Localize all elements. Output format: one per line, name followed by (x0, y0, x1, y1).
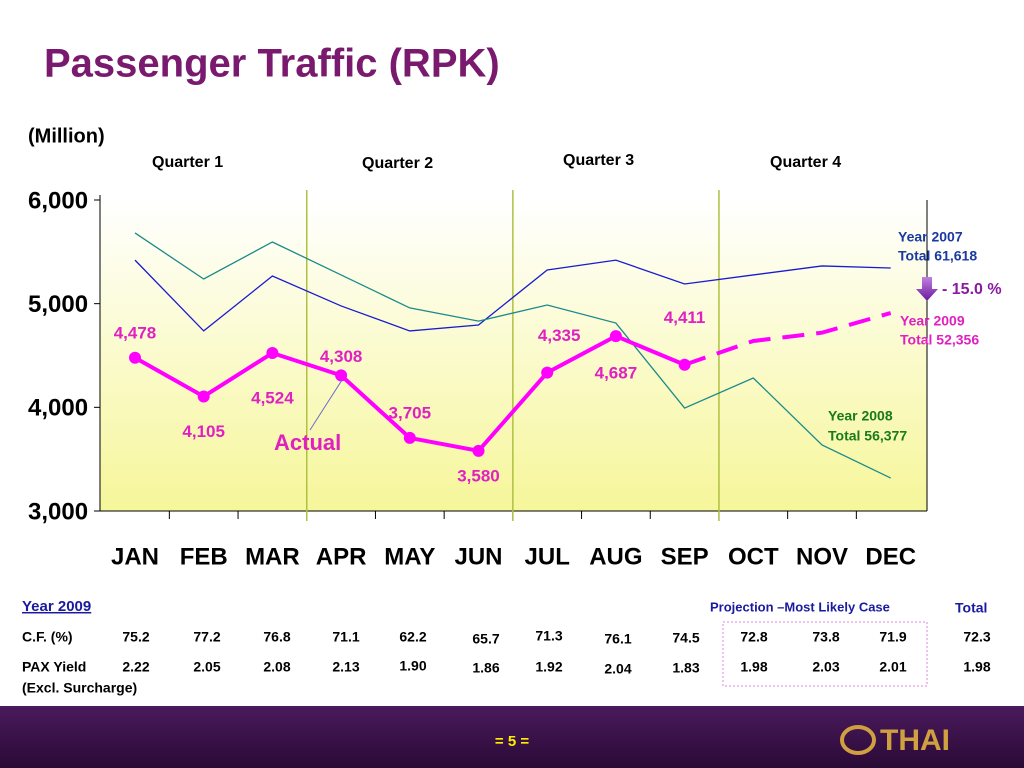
annotation: Total 52,356 (900, 332, 979, 348)
total-label: Total (955, 600, 987, 616)
annotation: Year 2008 (828, 408, 893, 424)
logo-icon (840, 725, 876, 755)
x-tick-label: NOV (796, 543, 848, 570)
cell: 76.8 (263, 629, 290, 645)
cell: 1.98 (963, 659, 990, 675)
row-label: PAX Yield (22, 659, 86, 675)
cell: 1.83 (672, 660, 699, 676)
cell: 65.7 (472, 631, 499, 647)
cell: 2.03 (812, 659, 839, 675)
series-line (683, 311, 892, 367)
cell: 1.92 (535, 659, 562, 675)
cell: 73.8 (812, 629, 839, 645)
y-tick-label: 3,000 (28, 498, 88, 525)
cell: 2.05 (193, 659, 220, 675)
cell: 62.2 (399, 629, 426, 645)
y-tick-label: 4,000 (28, 395, 88, 422)
data-label: 4,335 (538, 326, 581, 345)
cell: 72.8 (740, 629, 767, 645)
cell: 75.2 (122, 629, 149, 645)
x-tick-label: SEP (661, 543, 709, 570)
series-line (134, 259, 891, 332)
x-tick-label: JUL (525, 543, 570, 570)
data-label: 3,580 (457, 466, 500, 485)
annotation: Total 56,377 (828, 428, 907, 444)
footer-band (0, 706, 1024, 768)
annotation: Total 61,618 (898, 248, 977, 264)
cell: 1.86 (472, 660, 499, 676)
data-label: 4,524 (251, 388, 294, 407)
quarter-label: Quarter 2 (362, 155, 433, 172)
cell: 71.3 (535, 628, 562, 644)
title: Passenger Traffic (RPK) (44, 42, 500, 86)
point (266, 347, 279, 360)
leader-line (309, 379, 343, 431)
data-label: 4,105 (182, 422, 225, 441)
x-tick-label: JUN (454, 543, 502, 570)
row-label: C.F. (%) (22, 629, 73, 645)
point (335, 369, 348, 382)
y-tick-label: 6,000 (28, 187, 88, 214)
cell: 2.13 (332, 659, 359, 675)
page-number: = 5 = (495, 733, 529, 750)
table: 75.2 77.2 76.8 71.1 62.2 65.7 71.3 76.1 74.5 72.8… (122, 628, 990, 677)
projection-box (722, 621, 928, 687)
cell: 71.1 (332, 629, 359, 645)
projection-label: Projection –Most Likely Case (710, 599, 890, 614)
plot: 3,000 4,000 5,000 6,000 JAN FEB MAR APR MAY JUN JU… (28, 187, 928, 570)
x-tick-label: MAR (245, 543, 300, 570)
point (129, 351, 141, 364)
cell: 74.5 (672, 630, 699, 646)
x-tick-label: JAN (111, 543, 159, 570)
cell: 1.90 (399, 658, 426, 674)
x-tick-label: APR (316, 543, 367, 570)
data-label: 4,411 (664, 308, 706, 327)
cell: 2.01 (879, 659, 906, 675)
annotation: Year 2009 (900, 313, 965, 329)
point (403, 431, 416, 444)
cell: 2.04 (604, 661, 631, 677)
logo: THAI (880, 724, 950, 757)
cell: 72.3 (963, 629, 990, 645)
point (609, 330, 622, 343)
cell: 77.2 (193, 629, 220, 645)
cell: 2.08 (263, 659, 290, 675)
x-tick-label: OCT (728, 543, 779, 570)
series-line (134, 232, 891, 479)
point (472, 444, 485, 457)
quarter-label: Quarter 1 (152, 154, 223, 171)
cell: 1.98 (740, 659, 767, 675)
row-sublabel: (Excl. Surcharge) (22, 680, 137, 696)
cell: 2.22 (122, 659, 149, 675)
unit-label: (Million) (28, 125, 105, 147)
y-tick-label: 5,000 (28, 291, 88, 318)
point (197, 390, 210, 403)
quarter-label: Quarter 3 (563, 152, 634, 169)
cell: 71.9 (879, 629, 906, 645)
down-arrow (916, 277, 938, 301)
x-tick-label: AUG (589, 543, 642, 570)
annotation: - 15.0 % (942, 281, 1002, 298)
quarter-label: Quarter 4 (770, 154, 841, 171)
x-tick-label: FEB (180, 543, 228, 570)
x-tick-label: MAY (384, 543, 435, 570)
data-label: 3,705 (389, 403, 432, 422)
table-title: Year 2009 (22, 598, 91, 615)
data-label: 4,308 (320, 347, 363, 366)
annotation: Year 2007 (898, 229, 963, 245)
data-label: 4,687 (595, 364, 638, 383)
x-tick-label: DEC (865, 543, 916, 570)
data-label: 4,478 (114, 323, 157, 342)
cell: 76.1 (604, 631, 631, 647)
series-label: Actual (274, 430, 341, 455)
point (541, 366, 554, 379)
